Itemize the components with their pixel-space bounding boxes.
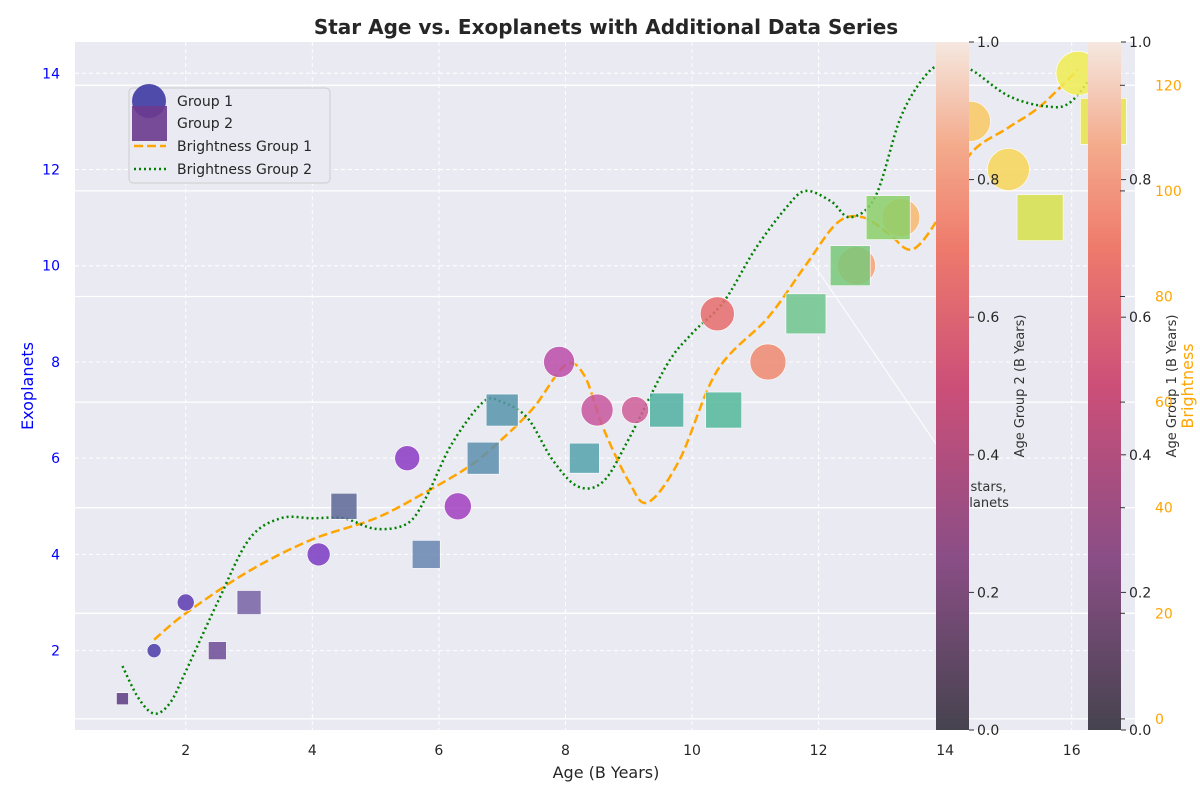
colorbar-tick-label: 0.8 xyxy=(977,173,999,189)
colorbar-tick-label: 0.6 xyxy=(1129,310,1151,326)
group-2-point xyxy=(411,540,441,569)
x-tick-label: 14 xyxy=(936,743,954,759)
brightness-group-1-line xyxy=(153,68,1079,641)
legend-label: Brightness Group 1 xyxy=(177,139,312,155)
x-tick-label: 6 xyxy=(434,743,443,759)
y2-tick-label: 80 xyxy=(1155,290,1173,306)
group-2-point xyxy=(569,442,600,474)
group-2-point xyxy=(865,195,911,240)
x-axis-label: Age (B Years) xyxy=(553,763,660,782)
group-1-point xyxy=(621,396,649,424)
legend-label: Brightness Group 2 xyxy=(177,162,312,178)
colorbar-gradient xyxy=(936,42,969,730)
group-2-point xyxy=(236,590,262,615)
group-1-point xyxy=(580,393,614,427)
colorbar-tick-label: 0.2 xyxy=(1129,585,1151,601)
x-tick-label: 12 xyxy=(810,743,828,759)
group-1-point xyxy=(444,492,472,521)
colorbar-ticks: 0.0 0.2 0.4 0.6 0.8 1.0 xyxy=(1121,35,1151,739)
legend-marker-square xyxy=(132,106,167,141)
colorbar-tick-label: 0.0 xyxy=(977,723,999,739)
legend-box xyxy=(128,87,331,184)
colorbar-tick-label: 1.0 xyxy=(1129,35,1151,51)
y2-tick-label: 0 xyxy=(1155,712,1164,728)
group-1-point xyxy=(146,643,162,658)
x-tick-labels: 2 4 6 8 10 12 14 16 xyxy=(181,743,1080,759)
colorbar-tick-label: 0.8 xyxy=(1129,173,1151,189)
y-tick-label: 10 xyxy=(42,259,60,275)
colorbar-tick-label: 0.4 xyxy=(977,448,999,464)
group-2-point xyxy=(1016,194,1064,241)
y2-axis-label: Brightness xyxy=(1178,343,1197,428)
group-1-point xyxy=(306,542,331,567)
y-tick-label: 14 xyxy=(42,66,60,82)
legend-label: Group 2 xyxy=(177,116,233,132)
chart-title: Star Age vs. Exoplanets with Additional … xyxy=(314,15,898,39)
y-tick-label: 2 xyxy=(51,644,60,660)
colorbar-gradient xyxy=(1088,42,1121,730)
colorbar-tick-label: 0.2 xyxy=(977,585,999,601)
y-tick-label: 12 xyxy=(42,162,60,178)
x-tick-label: 4 xyxy=(308,743,317,759)
legend-label: Group 1 xyxy=(177,94,233,110)
group-1-point xyxy=(176,593,195,612)
y-tick-label: 8 xyxy=(51,355,60,371)
group-2-point xyxy=(330,492,358,520)
colorbar-tick-label: 1.0 xyxy=(977,35,999,51)
group-1-point xyxy=(700,296,735,332)
brightness-group-2-line xyxy=(121,58,1105,715)
x-tick-label: 10 xyxy=(683,743,701,759)
annotation-line-2: planets xyxy=(961,496,1009,511)
legend: Group 1 Group 2 Brightness Group 1 Brigh… xyxy=(128,84,331,184)
y2-tick-label: 40 xyxy=(1155,501,1173,517)
group-2-point xyxy=(705,391,742,429)
x-tick-label: 2 xyxy=(181,743,190,759)
brightness-lines xyxy=(121,58,1105,715)
group-2-point xyxy=(208,641,227,660)
y-tick-labels: 2 4 6 8 10 12 14 xyxy=(42,66,60,659)
colorbar-tick-label: 0.0 xyxy=(1129,723,1151,739)
y-tick-label: 4 xyxy=(51,547,60,563)
y2-tick-label: 20 xyxy=(1155,606,1173,622)
annotation-line-1: r stars, xyxy=(961,480,1007,495)
legend-item-brightness-group-2: Brightness Group 2 xyxy=(134,162,312,178)
legend-item-group-2: Group 2 xyxy=(132,106,233,141)
group-2-point xyxy=(829,245,871,287)
group-2-point xyxy=(116,692,129,706)
colorbar-ticks: 0.0 0.2 0.4 0.6 0.8 1.0 xyxy=(969,35,999,739)
data-points xyxy=(116,50,1127,706)
y-axis-label: Exoplanets xyxy=(18,342,37,430)
x-tick-label: 8 xyxy=(561,743,570,759)
colorbar-age-group-2: 0.0 0.2 0.4 0.6 0.8 1.0 Age Group 2 (B Years) xyxy=(936,35,1028,739)
y2-tick-labels: 0 20 40 60 80 100 120 xyxy=(1120,78,1182,728)
colorbar-label: Age Group 1 (B Years) xyxy=(1165,315,1180,458)
x-tick-label: 16 xyxy=(1063,743,1081,759)
group-2-point xyxy=(649,392,685,428)
group-1-point xyxy=(749,343,787,381)
y2-tick-label: 120 xyxy=(1155,78,1182,94)
group-1-point xyxy=(394,445,421,471)
group-1-point xyxy=(543,346,575,378)
legend-item-brightness-group-1: Brightness Group 1 xyxy=(134,139,312,155)
y-tick-label: 6 xyxy=(51,451,60,467)
colorbar-tick-label: 0.4 xyxy=(1129,448,1151,464)
colorbar-label: Age Group 2 (B Years) xyxy=(1013,315,1028,458)
group-1-point xyxy=(987,148,1030,191)
group-2-point xyxy=(485,393,519,427)
y2-tick-label: 60 xyxy=(1155,395,1173,411)
colorbar-tick-label: 0.6 xyxy=(977,310,999,326)
group-2-point xyxy=(466,441,500,475)
group-2-point xyxy=(785,293,827,335)
colorbar-age-group-1: 0.0 0.2 0.4 0.6 0.8 1.0 Age Group 1 (B Years) xyxy=(1088,35,1180,739)
y2-tick-label: 100 xyxy=(1155,184,1182,200)
